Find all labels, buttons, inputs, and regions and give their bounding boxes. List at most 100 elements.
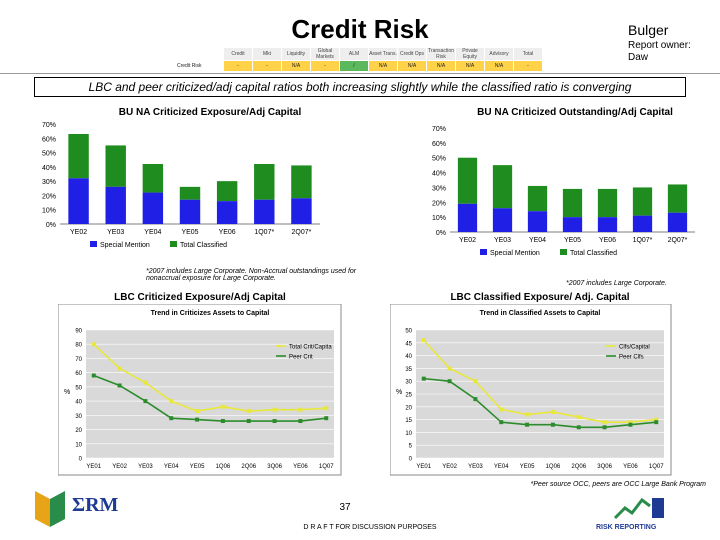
y-axis-label: % xyxy=(396,389,402,396)
plot-area xyxy=(86,330,334,458)
header-divider xyxy=(0,73,720,74)
risk-value-cell: - xyxy=(252,60,282,72)
x-tick-label: YE06 xyxy=(293,464,308,470)
y-tick-label: 10 xyxy=(75,442,82,448)
data-point xyxy=(272,407,277,412)
inner-chart-title: Trend in Criticizes Assets to Capital xyxy=(151,310,270,317)
erm-logo-mark-icon xyxy=(35,491,65,527)
chart1-bar-chart: 0% 10% 20% 30% 40% 50% 60% 70% YE02 YE03 YE04 YE05 Y… xyxy=(42,122,320,249)
y-tick-label: 15 xyxy=(405,418,412,424)
risk-header-cell: Total xyxy=(513,47,543,61)
legend-label: Peer Crit xyxy=(289,355,313,361)
y-tick-label: 25 xyxy=(405,393,412,399)
erm-logo-text: ΣRM xyxy=(72,494,119,516)
bar-special-mention xyxy=(291,198,312,224)
legend-swatch-special-mention xyxy=(90,241,97,247)
y-tick-label: 30% xyxy=(432,185,446,192)
y-tick-label: 40 xyxy=(75,400,82,406)
x-tick-label: YE01 xyxy=(416,464,431,470)
bar-total-classified xyxy=(667,184,688,213)
risk-value-cell: N/A xyxy=(484,60,514,72)
y-tick-label: 60% xyxy=(42,136,56,143)
y-tick-label: 20% xyxy=(432,200,446,207)
bar-special-mention xyxy=(142,192,164,224)
x-tick-label: YE04 xyxy=(529,237,546,244)
legend-label: Total Classified xyxy=(570,250,617,257)
data-point xyxy=(576,415,581,420)
y-tick-label: 60% xyxy=(432,141,446,148)
y-tick-label: 35 xyxy=(405,367,412,373)
data-point xyxy=(602,425,607,430)
bar-special-mention xyxy=(68,178,89,224)
risk-header-cell: Advisory xyxy=(484,47,514,61)
bar-special-mention xyxy=(457,203,478,232)
x-tick-label: YE04 xyxy=(144,229,161,236)
data-point xyxy=(628,420,633,425)
data-point xyxy=(91,342,96,347)
y-tick-label: 50% xyxy=(432,156,446,163)
risk-header-cell: Liquidity xyxy=(281,47,311,61)
legend-label: Total Classified xyxy=(180,242,227,249)
x-tick-label: YE06 xyxy=(219,229,236,236)
inner-chart-title: Trend in Classified Assets to Capital xyxy=(480,310,601,317)
bar-special-mention xyxy=(492,208,513,232)
x-tick-label: 2Q06 xyxy=(241,464,256,470)
legend-label: Special Mention xyxy=(490,250,540,257)
data-point xyxy=(117,383,122,388)
y-tick-label: 80 xyxy=(75,343,82,349)
x-tick-label: YE03 xyxy=(468,464,483,470)
x-tick-label: YE06 xyxy=(623,464,638,470)
series-line xyxy=(423,339,657,423)
page-number: 37 xyxy=(339,502,351,513)
x-tick-label: YE05 xyxy=(564,237,581,244)
chart3-title: LBC Criticized Exposure/Adj Capital xyxy=(114,292,286,303)
y-tick-label: 60 xyxy=(75,371,82,377)
data-point xyxy=(324,416,329,421)
owner-name: Bulger xyxy=(628,22,669,38)
x-tick-label: 1Q06 xyxy=(216,464,231,470)
chart2-bar-chart: 0% 10% 20% 30% 40% 50% 60% 70% YE02 YE03 YE04 YE05 Y… xyxy=(432,126,695,257)
y-tick-label: 10% xyxy=(42,208,56,215)
y-tick-label: 70% xyxy=(42,122,56,129)
y-tick-label: 20% xyxy=(42,193,56,200)
y-tick-label: 70% xyxy=(432,126,446,133)
data-point xyxy=(525,412,530,417)
bar-special-mention xyxy=(632,215,653,232)
legend-swatch-total-classified xyxy=(560,249,567,255)
data-point xyxy=(473,379,478,384)
risk-value-cell: - xyxy=(513,60,543,72)
y-tick-label: 40% xyxy=(42,165,56,172)
data-point xyxy=(628,422,633,427)
bar-special-mention xyxy=(179,199,201,224)
data-point xyxy=(246,419,251,424)
data-point xyxy=(421,376,426,381)
chart4-title: LBC Classified Exposure/ Adj. Capital xyxy=(450,292,630,303)
bar-total-classified xyxy=(291,165,312,199)
risk-header-cell: Transaction Risk xyxy=(426,47,456,61)
data-point xyxy=(654,417,659,422)
x-tick-label: 1Q07* xyxy=(254,229,274,236)
y-tick-label: 45 xyxy=(405,341,412,347)
bar-total-classified xyxy=(562,188,583,218)
risk-value-cell: N/A xyxy=(281,60,311,72)
bar-total-classified xyxy=(216,181,238,202)
bar-total-classified xyxy=(492,165,513,209)
x-tick-label: YE03 xyxy=(138,464,153,470)
y-tick-label: 5 xyxy=(409,444,413,450)
peer-source-footnote: *Peer source OCC, peers are OCC Large Ba… xyxy=(530,481,706,488)
y-tick-label: 10 xyxy=(405,431,412,437)
data-point xyxy=(499,407,504,412)
risk-header-cell: Credit xyxy=(223,47,253,61)
chart3-line-chart: Trend in Criticizes Assets to Capital 0 10… xyxy=(58,304,342,476)
bar-special-mention xyxy=(667,212,688,232)
x-tick-label: YE02 xyxy=(459,237,476,244)
y-tick-label: 0 xyxy=(409,457,413,463)
y-tick-label: 70 xyxy=(75,357,82,363)
x-tick-label: 1Q06 xyxy=(546,464,561,470)
data-point xyxy=(298,407,303,412)
data-point xyxy=(220,404,225,409)
x-tick-label: 1Q07 xyxy=(319,464,334,470)
risk-value-cell: / xyxy=(339,60,369,72)
data-point xyxy=(654,420,659,425)
data-point xyxy=(246,409,251,414)
